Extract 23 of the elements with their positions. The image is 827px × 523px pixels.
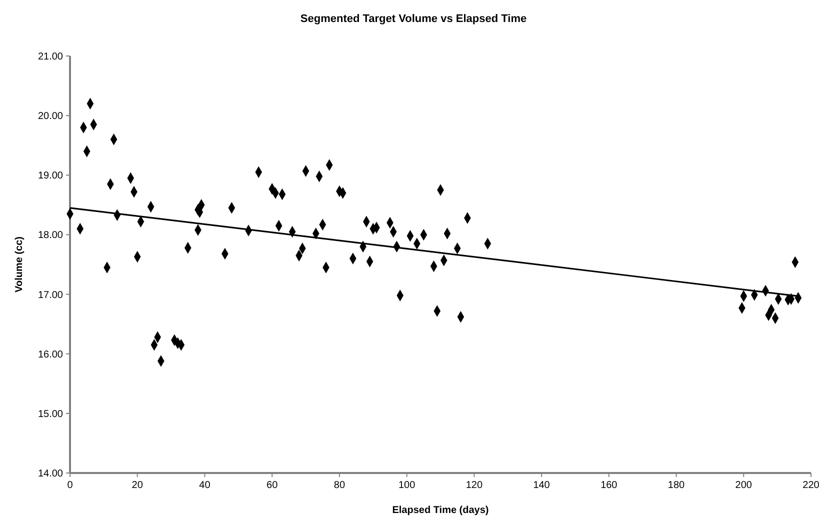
y-tick-label: 17.00 bbox=[38, 290, 64, 301]
x-tick-label: 40 bbox=[199, 480, 211, 491]
x-tick-label: 100 bbox=[398, 480, 416, 491]
x-tick-label: 140 bbox=[533, 480, 550, 491]
y-axis-title: Volume (cc) bbox=[14, 236, 25, 292]
x-tick-label: 0 bbox=[67, 480, 74, 491]
y-tick-label: 19.00 bbox=[38, 170, 64, 182]
y-tick-label: 14.00 bbox=[38, 468, 64, 480]
x-tick-label: 160 bbox=[600, 480, 618, 491]
x-axis-title: Elapsed Time (days) bbox=[392, 505, 489, 516]
x-tick-label: 120 bbox=[466, 480, 483, 491]
x-tick-label: 60 bbox=[266, 480, 278, 491]
chart-title: Segmented Target Volume vs Elapsed Time bbox=[300, 13, 527, 25]
y-tick-label: 18.00 bbox=[38, 230, 64, 242]
x-tick-label: 80 bbox=[334, 480, 346, 491]
y-tick-label: 20.00 bbox=[38, 111, 64, 122]
x-tick-label: 220 bbox=[802, 480, 820, 491]
y-tick-label: 15.00 bbox=[38, 408, 64, 420]
x-tick-label: 20 bbox=[132, 480, 144, 491]
y-tick-label: 16.00 bbox=[38, 349, 64, 360]
x-tick-label: 200 bbox=[735, 480, 752, 491]
y-tick-label: 21.00 bbox=[38, 52, 64, 62]
x-tick-label: 180 bbox=[668, 480, 686, 491]
